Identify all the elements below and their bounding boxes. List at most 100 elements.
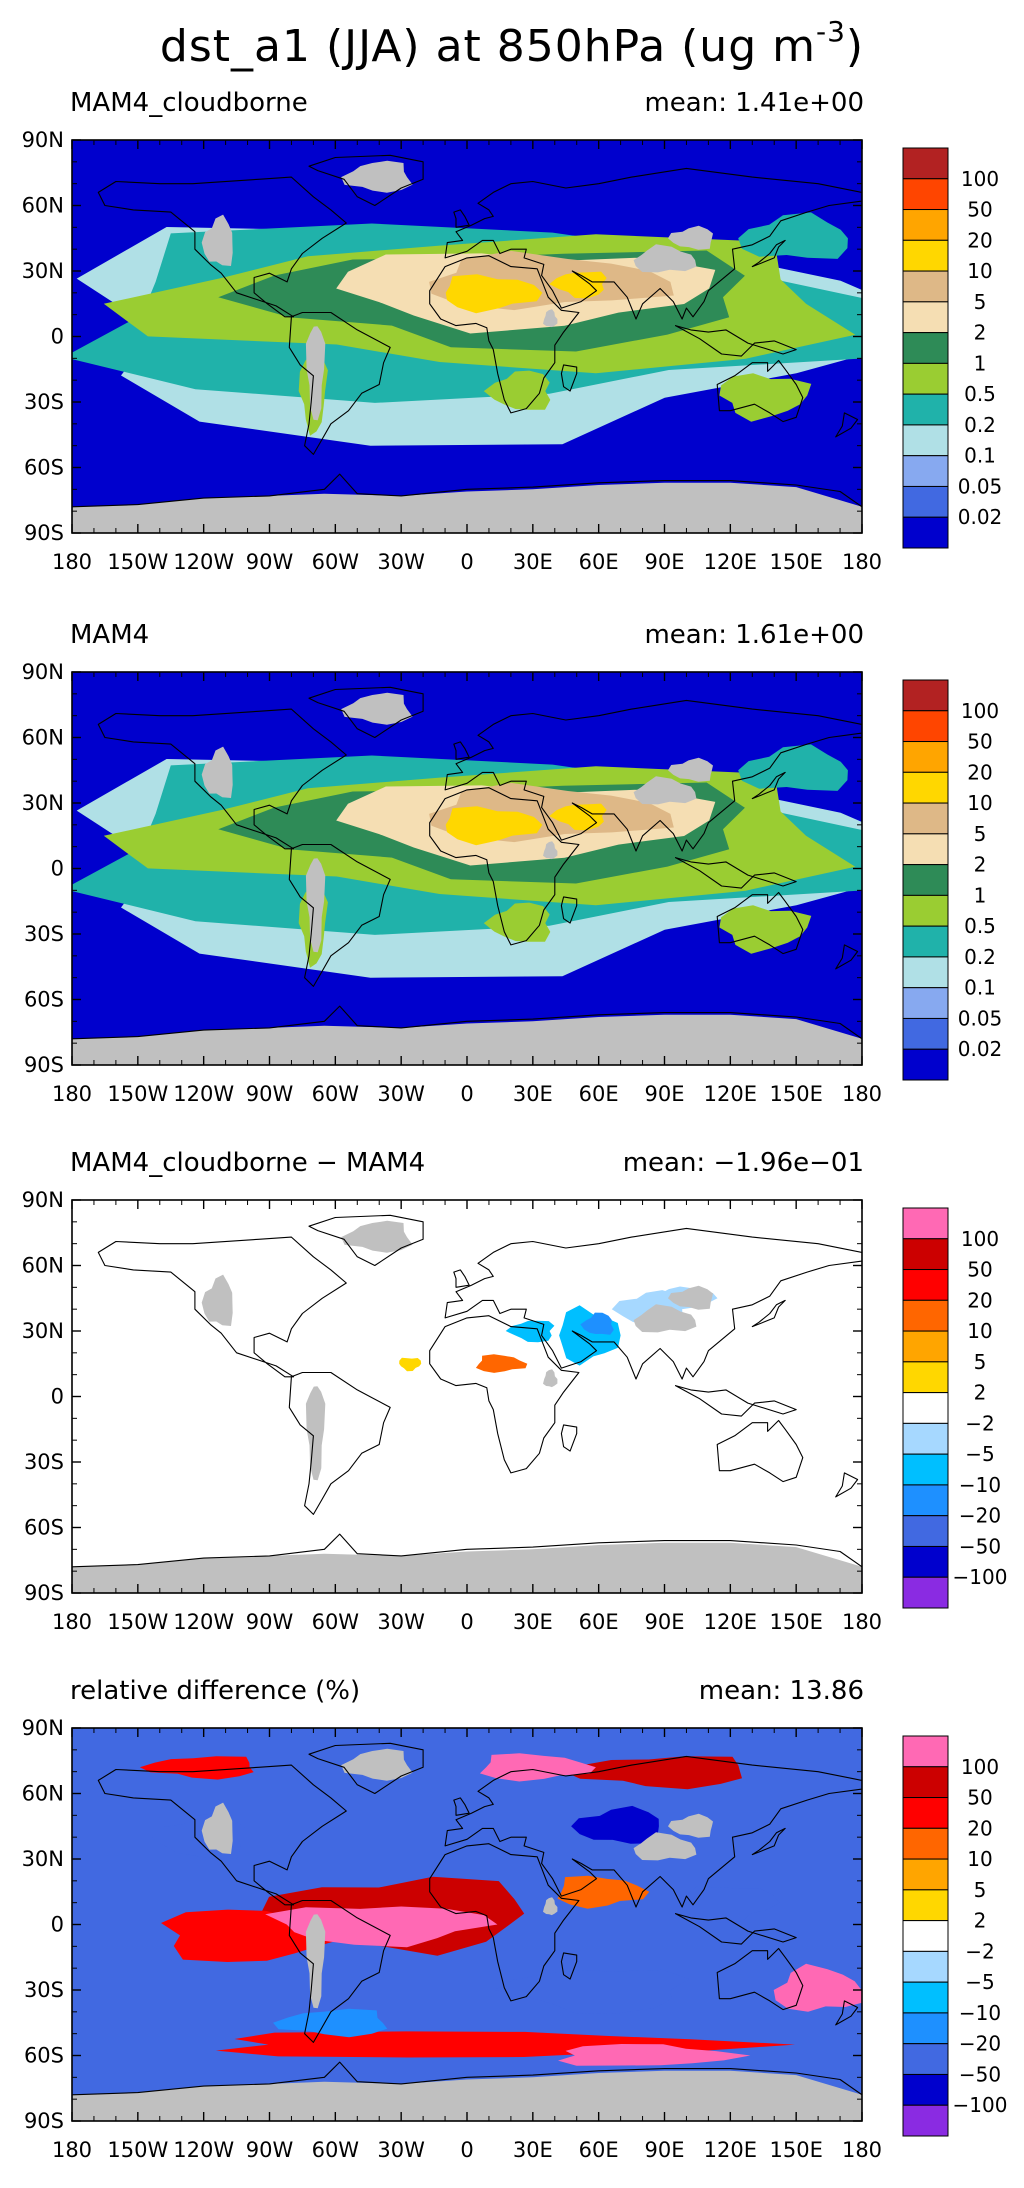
lon-tick-label: 180 — [52, 1610, 92, 1634]
coastline-greenland — [308, 1742, 424, 1795]
lon-tick-label: 180 — [52, 1082, 92, 1106]
coastline-africa — [429, 1315, 580, 1474]
coastline-africa — [429, 787, 580, 946]
lat-tick-label: 90N — [22, 1188, 64, 1212]
field-contour — [687, 1886, 780, 1923]
missing-region-antarctic-ice — [72, 2070, 862, 2121]
lon-tick-label: 30W — [377, 1610, 425, 1634]
colorbar-label: 0.1 — [964, 976, 996, 1000]
map-area — [72, 1200, 862, 1593]
lat-tick-label: 90N — [22, 128, 64, 152]
missing-region-antarctic-ice — [72, 1014, 862, 1065]
lon-tick-label: 30W — [377, 550, 425, 574]
lat-tick-label: 90S — [24, 521, 64, 545]
missing-region-rockies — [201, 746, 233, 798]
colorbar-label: −20 — [959, 1504, 1001, 1528]
lon-tick-label: 90W — [246, 2138, 294, 2162]
colorbar-label: −2 — [965, 1411, 994, 1435]
colorbar-label: 20 — [967, 1816, 992, 1840]
missing-region-east-africa-high — [543, 841, 558, 860]
lon-tick-label: 120E — [704, 1610, 757, 1634]
colorbar-swatch — [902, 679, 949, 712]
panel-mean: mean: 1.61e+00 — [644, 620, 864, 650]
colorbar-label: 50 — [967, 1258, 992, 1282]
colorbar-label: 10 — [967, 1319, 992, 1343]
lat-tick-label: 60S — [24, 456, 64, 480]
lon-tick-label: 120W — [173, 2138, 234, 2162]
lon-tick-label: 90E — [645, 1082, 685, 1106]
lon-tick-label: 150W — [107, 2138, 168, 2162]
colorbar-swatch — [902, 1207, 949, 1240]
lat-tick-label: 60N — [22, 726, 64, 750]
colorbar-label: −10 — [959, 1473, 1001, 1497]
missing-region-tibet — [633, 244, 697, 273]
coastline-south-america — [288, 311, 391, 455]
field-contour — [719, 373, 812, 422]
colorbar-label: 10 — [967, 1847, 992, 1871]
coastline-japan — [751, 771, 786, 800]
coastline-madagascar — [560, 1424, 578, 1452]
coastline-eurasia — [444, 699, 862, 852]
lon-tick-label: 0 — [460, 550, 473, 574]
colorbar-label: 5 — [974, 822, 987, 846]
colorbar-label: 100 — [961, 1227, 999, 1251]
colorbar-swatch — [902, 301, 949, 334]
lon-tick-label: 150W — [107, 1610, 168, 1634]
lon-tick-label: 180 — [52, 550, 92, 574]
lon-tick-label: 60E — [579, 1082, 619, 1106]
field-contour — [139, 1756, 254, 1780]
missing-region-rockies — [201, 1802, 233, 1854]
colorbar-label: 2 — [974, 1381, 987, 1405]
field-contour — [494, 1969, 690, 2014]
colorbar-swatch — [902, 1858, 949, 1891]
map-area — [72, 672, 862, 1065]
lon-tick-label: 60W — [312, 1082, 360, 1106]
lat-tick-label: 30N — [22, 259, 64, 283]
lat-tick-label: 60N — [22, 1782, 64, 1806]
colorbar-swatch — [902, 1453, 949, 1486]
lon-tick-label: 150W — [107, 550, 168, 574]
colorbar-label: 2 — [974, 1909, 987, 1933]
panel-title: relative difference (%) — [70, 1676, 361, 1706]
colorbar-swatch — [902, 516, 949, 549]
colorbar-swatch — [902, 1576, 949, 1609]
field-contour — [479, 1753, 596, 1782]
lon-tick-label: 120E — [704, 1082, 757, 1106]
coastline-japan — [751, 1299, 786, 1328]
panel-title: MAM4_cloudborne − MAM4 — [70, 1148, 426, 1178]
lat-tick-label: 30N — [22, 791, 64, 815]
coastline-australia — [716, 1419, 804, 1483]
colorbar-label: 5 — [974, 1878, 987, 1902]
coastline-antarctica — [72, 1533, 862, 1593]
colorbar-swatch — [902, 710, 949, 743]
coastline-indonesia — [674, 1385, 797, 1417]
missing-region-mongolia — [668, 757, 713, 782]
colorbar-swatch — [902, 2073, 949, 2106]
colorbar: 100 50 20 10 5 2 −2 −5 −10 −20 −50 −100 — [902, 1735, 1007, 2137]
colorbar-label: 1 — [974, 351, 987, 375]
missing-region-tibet — [633, 776, 697, 805]
colorbar-swatch — [902, 802, 949, 835]
coastline-north-america — [97, 708, 347, 850]
panel-mean: mean: −1.96e−01 — [622, 1148, 864, 1178]
lat-tick-label: 60S — [24, 988, 64, 1012]
lon-tick-label: 180 — [842, 1610, 882, 1634]
colorbar-label: 0.5 — [964, 382, 996, 406]
coastline-south-america — [288, 1899, 391, 2043]
missing-region-greenland-ice — [341, 692, 413, 725]
colorbar-swatch — [902, 1950, 949, 1983]
field-contour — [558, 2044, 751, 2066]
lon-tick-label: 30E — [513, 1082, 553, 1106]
colorbar-label: 0.2 — [964, 945, 996, 969]
colorbar-swatch — [902, 2012, 949, 2045]
colorbar-swatch — [902, 1361, 949, 1394]
lat-tick-label: 60N — [22, 1254, 64, 1278]
figure-title: dst_a1 (JJA) at 850hPa (ug m-3) — [159, 15, 865, 72]
missing-region-rockies — [201, 214, 233, 266]
coastline-japan — [751, 1827, 786, 1856]
colorbar-swatch — [902, 424, 949, 457]
coastline-uk — [453, 741, 470, 760]
lat-tick-label: 90N — [22, 660, 64, 684]
missing-region-andes — [305, 1386, 326, 1481]
coastline-africa — [429, 255, 580, 414]
